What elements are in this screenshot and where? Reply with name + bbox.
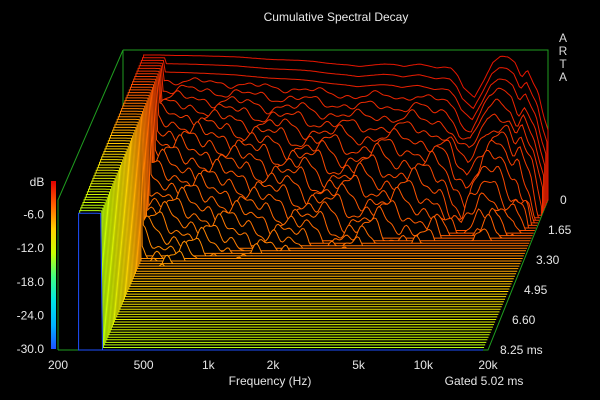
decay-slice [94, 172, 500, 313]
time-tick-label: 4.95 [524, 283, 548, 297]
decay-slice [90, 183, 496, 323]
color-scale-gradient [51, 181, 56, 349]
decay-slice [80, 207, 486, 346]
x-tick-label: 200 [48, 358, 68, 372]
x-tick-labels: 200 500 1k 2k 5k 10k 20k [48, 358, 499, 372]
decay-slice [113, 126, 519, 270]
decay-slice [86, 191, 492, 331]
z-tick-label: -30.0 [17, 342, 45, 356]
decay-slice [116, 118, 522, 262]
decay-slice [78, 212, 483, 351]
time-tick-label: 3.30 [536, 253, 560, 267]
decay-slice [108, 137, 514, 280]
time-tick-label: 0 [560, 193, 567, 207]
left-wall-frame [57, 49, 124, 350]
time-tick-labels: 0 1.65 3.30 4.95 6.60 8.25 ms [500, 193, 572, 357]
decay-slice [102, 153, 508, 295]
x-tick-label: 20k [478, 358, 498, 372]
arta-watermark-letter: T [559, 57, 567, 71]
x-tick-label: 2k [267, 358, 281, 372]
decay-slice [105, 145, 511, 287]
decay-slices [78, 54, 549, 351]
time-tick-label: 6.60 [512, 313, 536, 327]
z-tick-labels: -6.0 -12.0 -18.0 -24.0 -30.0 [17, 208, 45, 356]
arta-watermark-letter: A [559, 70, 567, 84]
z-tick-label: -24.0 [17, 308, 45, 322]
time-tick-label: 8.25 ms [500, 343, 543, 357]
decay-slice [89, 185, 494, 326]
decay-slice [112, 129, 518, 272]
chart-title: Cumulative Spectral Decay [264, 10, 409, 24]
decay-slice [93, 175, 499, 315]
decay-slice [117, 116, 523, 259]
decay-slice [103, 151, 509, 292]
decay-slice [97, 164, 503, 305]
z-tick-label: -18.0 [17, 275, 45, 289]
z-axis-label: dB [30, 175, 45, 189]
x-tick-label: 500 [134, 358, 154, 372]
color-scale-bar [51, 181, 56, 349]
decay-slice [115, 121, 521, 265]
z-tick-label: -12.0 [17, 241, 45, 255]
decay-slice [111, 132, 517, 275]
x-tick-label: 10k [414, 358, 434, 372]
decay-slice [85, 194, 491, 333]
decay-slice [101, 156, 507, 298]
x-tick-label: 5k [352, 358, 366, 372]
decay-slice [92, 177, 498, 318]
decay-slice [114, 124, 520, 267]
arta-watermark-letter: A [559, 31, 567, 45]
x-axis-label: Frequency (Hz) [229, 374, 312, 388]
decay-slice [106, 143, 512, 285]
decay-slice [81, 204, 487, 343]
time-tick-label: 1.65 [548, 223, 572, 237]
decay-slice [96, 167, 502, 308]
decay-slice [99, 161, 504, 303]
z-tick-label: -6.0 [23, 208, 44, 222]
decay-slice [107, 140, 513, 282]
decay-slice [104, 148, 510, 290]
decay-slice [100, 159, 505, 300]
arta-watermark-letter: R [559, 44, 568, 58]
decay-slice [91, 180, 497, 320]
decay-slice [110, 135, 515, 277]
gating-note: Gated 5.02 ms [445, 374, 524, 388]
x-tick-label: 1k [202, 358, 216, 372]
decay-slice [79, 210, 485, 348]
decay-slice [82, 202, 488, 341]
decay-slice [88, 188, 493, 328]
decay-slice [84, 196, 490, 336]
decay-slice [83, 199, 489, 338]
decay-slice [95, 169, 501, 310]
